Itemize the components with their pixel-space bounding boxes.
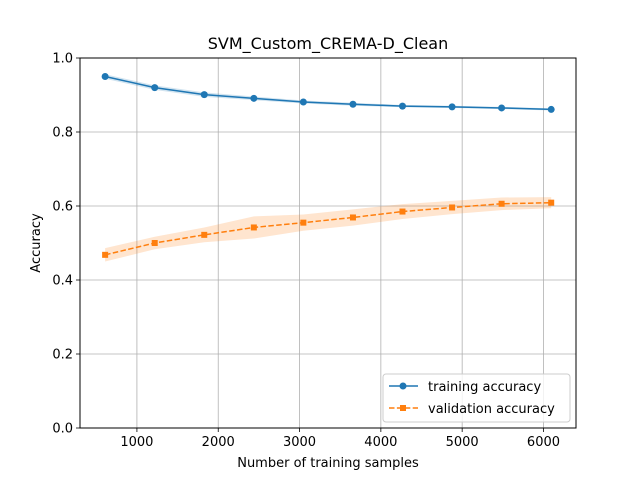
y-tick-label: 0.8 (52, 126, 73, 141)
validation-point (250, 224, 257, 231)
training-accuracy-line (104, 75, 552, 111)
y-tick-label: 0.2 (52, 348, 73, 363)
validation-point (349, 214, 356, 221)
validation-point (102, 251, 109, 258)
x-tick-label: 3000 (283, 435, 316, 450)
legend-marker-validation (400, 405, 406, 411)
training-point (448, 103, 456, 111)
grid-lines (80, 57, 576, 429)
legend-label-training: training accuracy (428, 380, 541, 395)
y-axis-ticks: 0.0 0.2 0.4 0.6 0.8 1.0 (52, 52, 80, 437)
training-point (398, 102, 406, 110)
validation-std-band (105, 197, 552, 262)
validation-point (548, 199, 555, 206)
y-tick-label: 1.0 (52, 52, 73, 67)
training-point (547, 105, 555, 113)
training-point (498, 104, 506, 112)
x-tick-label: 2000 (202, 435, 235, 450)
x-tick-label: 4000 (364, 435, 397, 450)
training-point (200, 91, 208, 99)
x-tick-label: 1000 (120, 435, 153, 450)
validation-point (300, 219, 307, 226)
validation-point (151, 240, 158, 246)
legend-marker-training (399, 382, 407, 390)
chart-title: SVM_Custom_CREMA-D_Clean (208, 34, 449, 54)
y-axis-label: Accuracy (29, 213, 44, 273)
training-point (151, 84, 159, 92)
x-axis-label: Number of training samples (237, 456, 419, 471)
training-point (349, 100, 357, 108)
validation-point (201, 231, 208, 238)
x-axis-ticks: 1000 2000 3000 4000 5000 6000 (120, 428, 560, 450)
series-lines (101, 73, 555, 258)
validation-point (399, 208, 406, 215)
training-point (299, 98, 307, 106)
validation-point (498, 200, 505, 207)
legend: training accuracy validation accuracy (382, 373, 571, 423)
validation-accuracy-line (104, 201, 552, 256)
x-tick-label: 6000 (527, 435, 560, 450)
x-tick-label: 5000 (446, 435, 479, 450)
training-point (250, 94, 258, 102)
validation-point (449, 204, 456, 211)
y-tick-label: 0.4 (52, 274, 73, 289)
y-tick-label: 0.0 (52, 422, 73, 437)
legend-label-validation: validation accuracy (428, 402, 555, 417)
training-point (101, 73, 109, 80)
y-tick-label: 0.6 (52, 200, 73, 215)
plot-area-frame (79, 57, 577, 429)
legend-box (382, 373, 571, 423)
